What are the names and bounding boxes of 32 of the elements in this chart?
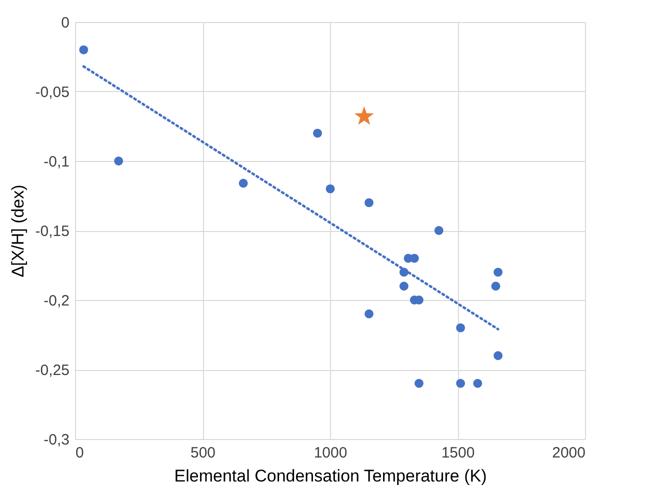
point bbox=[364, 309, 374, 318]
point bbox=[364, 198, 374, 208]
point bbox=[434, 226, 444, 235]
y-tick-label: -0,3 bbox=[44, 432, 70, 448]
x-tick-label: 0 bbox=[76, 444, 84, 462]
y-tick-label: -0,2 bbox=[44, 292, 70, 310]
point bbox=[494, 268, 503, 277]
point bbox=[414, 378, 424, 388]
point bbox=[114, 156, 124, 166]
point bbox=[326, 184, 335, 194]
point bbox=[399, 282, 408, 291]
x-tick-label: 2000 bbox=[552, 444, 586, 462]
point bbox=[456, 378, 466, 388]
point bbox=[238, 178, 248, 188]
x-axis-title: Elemental Condensation Temperature (K) bbox=[174, 466, 487, 486]
x-tick-label: 1000 bbox=[314, 444, 348, 462]
point bbox=[494, 351, 503, 360]
y-tick-label: 0 bbox=[61, 14, 70, 32]
point bbox=[491, 282, 500, 291]
x-tick-label: 500 bbox=[190, 444, 216, 462]
point bbox=[399, 268, 408, 277]
y-tick-label: -0,1 bbox=[44, 154, 70, 170]
point bbox=[456, 323, 466, 332]
y-tick-label: -0,15 bbox=[35, 223, 70, 240]
point bbox=[354, 106, 374, 125]
y-axis-title: Δ[X/H] (dex) bbox=[8, 184, 28, 278]
point bbox=[473, 378, 482, 388]
point bbox=[313, 128, 322, 138]
y-tick-label: -0,25 bbox=[35, 362, 70, 379]
y-tick-label: -0,05 bbox=[35, 84, 70, 101]
x-tick-label: 1500 bbox=[441, 444, 475, 462]
point bbox=[79, 45, 88, 54]
